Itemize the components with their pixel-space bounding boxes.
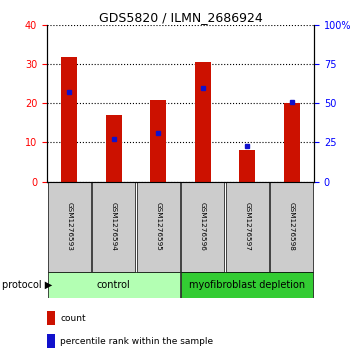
Bar: [106, 115, 122, 182]
Text: GSM1276594: GSM1276594: [111, 203, 117, 251]
Text: protocol ▶: protocol ▶: [2, 280, 52, 290]
Bar: [48, 272, 180, 298]
Bar: [61, 57, 77, 182]
Bar: [151, 99, 166, 182]
Bar: [47, 334, 55, 348]
Text: control: control: [97, 280, 131, 290]
Text: count: count: [60, 314, 86, 323]
Bar: [239, 150, 255, 182]
Bar: [226, 182, 269, 272]
Title: GDS5820 / ILMN_2686924: GDS5820 / ILMN_2686924: [99, 11, 262, 24]
Text: GSM1276597: GSM1276597: [244, 203, 250, 251]
Text: myofibroblast depletion: myofibroblast depletion: [189, 280, 305, 290]
Text: GSM1276598: GSM1276598: [289, 203, 295, 251]
Bar: [48, 182, 91, 272]
Bar: [195, 62, 210, 182]
Bar: [284, 103, 300, 182]
Bar: [47, 311, 55, 325]
Bar: [137, 182, 180, 272]
Bar: [181, 182, 224, 272]
Text: percentile rank within the sample: percentile rank within the sample: [60, 337, 213, 346]
Bar: [270, 182, 313, 272]
Text: GSM1276593: GSM1276593: [66, 203, 72, 251]
Text: GSM1276595: GSM1276595: [155, 203, 161, 251]
Text: GSM1276596: GSM1276596: [200, 203, 206, 251]
Bar: [181, 272, 313, 298]
Bar: [92, 182, 135, 272]
